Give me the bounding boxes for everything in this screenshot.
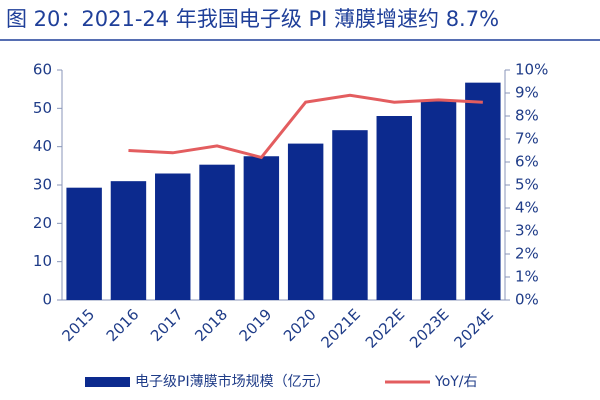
y-tick-label: 30	[33, 176, 52, 194]
bar	[155, 173, 191, 300]
y2-tick-label: 5%	[515, 176, 539, 194]
legend-label: YoY/右	[434, 374, 478, 390]
bar	[420, 99, 457, 301]
y2-tick-label: 6%	[515, 153, 539, 171]
y2-tick-label: 3%	[515, 222, 539, 240]
y2-tick-label: 4%	[515, 199, 539, 217]
y-tick-label: 20	[33, 214, 52, 232]
legend-symbol	[85, 377, 130, 387]
x-tick-label: 2017	[147, 305, 187, 345]
y2-tick-label: 9%	[515, 84, 539, 102]
x-tick-label: 2024E	[450, 305, 496, 351]
y2-tick-label: 7%	[515, 130, 539, 148]
bar	[66, 187, 102, 300]
line	[128, 93, 483, 160]
x-tick-label: 2021E	[318, 305, 364, 351]
y-tick-label: 60	[33, 61, 52, 79]
bar	[287, 143, 324, 300]
y-tick-label: 10	[33, 252, 52, 270]
y-tick-label: 40	[33, 137, 52, 155]
bar	[199, 164, 235, 300]
y2-tick-label: 2%	[515, 245, 539, 263]
x-tick-label: 2020	[280, 305, 320, 345]
y2-tick-label: 10%	[515, 61, 548, 79]
y2-tick-label: 1%	[515, 268, 539, 286]
x-tick-label: 2019	[236, 305, 276, 345]
bar	[376, 116, 412, 300]
x-tick-label: 2016	[103, 305, 143, 345]
chart-title: 图 20：2021-24 年我国电子级 PI 薄膜增速约 8.7%	[6, 7, 499, 31]
x-tick-label: 2015	[58, 305, 98, 345]
legend-label: 电子级PI薄膜市场规模（亿元）	[135, 373, 330, 390]
bar	[332, 130, 368, 300]
y-tick-label: 50	[33, 99, 52, 117]
y2-tick-label: 0%	[515, 291, 539, 309]
bar	[465, 82, 501, 301]
x-tick-label: 2018	[191, 305, 231, 345]
bar	[243, 156, 280, 300]
x-tick-label: 2022E	[362, 305, 408, 351]
bar	[110, 181, 147, 300]
x-tick-label: 2023E	[406, 305, 452, 351]
y2-tick-label: 8%	[515, 107, 539, 125]
y-tick-label: 0	[42, 291, 52, 309]
